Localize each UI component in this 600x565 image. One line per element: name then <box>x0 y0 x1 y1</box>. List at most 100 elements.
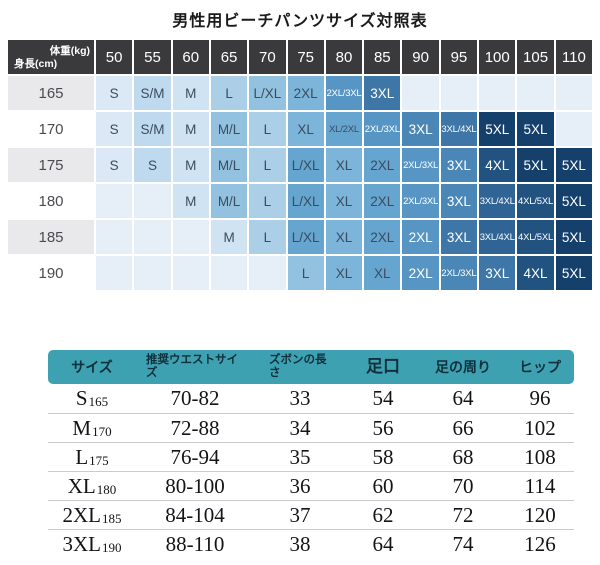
spec-leg-around-value: 68 <box>452 444 474 469</box>
matrix-size-cell: 2XL/3XL <box>402 148 439 182</box>
spec-leg-around-value: 66 <box>452 415 474 440</box>
spec-hip-value: 114 <box>524 473 556 498</box>
matrix-weight-header: 55 <box>134 40 171 74</box>
matrix-empty-cell <box>96 220 133 254</box>
spec-length-value: 34 <box>289 415 311 440</box>
matrix-size-cell: 4XL/5XL <box>517 184 554 218</box>
spec-waist-value: 70-82 <box>170 386 220 410</box>
matrix-size-cell: S/M <box>134 112 171 146</box>
spec-length-value: 36 <box>289 473 311 498</box>
matrix-height-cell: 190 <box>8 256 94 290</box>
matrix-empty-cell <box>96 184 133 218</box>
page-title: 男性用ビーチパンツサイズ対照表 <box>172 13 428 30</box>
size-height-subscript: 170 <box>92 423 112 439</box>
matrix-size-cell: L <box>210 76 248 110</box>
spec-size-cell: L 175 <box>48 445 136 470</box>
spec-table-row: XL 180 80-100 36 60 70 114 <box>48 471 574 500</box>
matrix-size-cell: 5XL <box>555 184 592 218</box>
matrix-size-cell: L <box>287 256 324 290</box>
matrix-size-cell: 5XL <box>555 148 592 182</box>
matrix-size-cell: 3XL <box>402 112 439 146</box>
matrix-empty-cell <box>134 256 171 290</box>
matrix-size-cell: 2XL <box>402 220 439 254</box>
matrix-weight-header: 110 <box>555 40 592 74</box>
spec-length-value: 33 <box>289 386 311 410</box>
spec-leg-opening-value: 56 <box>372 415 394 440</box>
size-label: M <box>72 415 92 440</box>
matrix-size-cell: M <box>172 76 209 110</box>
spec-header-length: ズボンの長さ <box>254 354 346 380</box>
matrix-size-cell: 2XL <box>364 148 401 182</box>
matrix-size-cell: XL <box>325 220 363 254</box>
matrix-size-cell: 5XL <box>479 112 516 146</box>
spec-header-waist-label: 推奨ウエストサイズ <box>146 353 238 379</box>
matrix-weight-header: 105 <box>517 40 554 74</box>
matrix-size-cell: L <box>249 148 286 182</box>
matrix-empty-cell <box>96 256 133 290</box>
size-height-subscript: 185 <box>102 510 122 526</box>
matrix-empty-cell <box>134 184 171 218</box>
matrix-empty-cell <box>479 76 516 110</box>
spec-size-cell: XL 180 <box>48 474 136 499</box>
matrix-size-cell: XL <box>325 148 363 182</box>
matrix-size-cell: 2XL <box>364 220 401 254</box>
height-axis-label: 身長(cm) <box>14 58 58 70</box>
matrix-height-cell: 175 <box>8 148 94 182</box>
spec-hip-value: 108 <box>524 444 556 469</box>
matrix-size-cell: 2XL <box>364 184 401 218</box>
matrix-height-cell: 165 <box>8 76 94 110</box>
matrix-weight-header: 50 <box>96 40 133 74</box>
spec-waist-value: 88-110 <box>165 531 225 556</box>
spec-table-row: 2XL 185 84-104 37 62 72 120 <box>48 500 574 529</box>
spec-size-cell: S 165 <box>48 386 136 411</box>
spec-leg-around-value: 72 <box>452 502 474 527</box>
matrix-empty-cell <box>440 76 478 110</box>
matrix-size-cell: M <box>172 112 209 146</box>
size-height-subscript: 175 <box>89 452 109 468</box>
matrix-size-cell: 2XL/3XL <box>402 184 439 218</box>
matrix-weight-header: 85 <box>364 40 401 74</box>
matrix-size-cell: XL/2XL <box>325 112 363 146</box>
spec-header-hip: ヒップ <box>519 358 561 375</box>
spec-header-length-label: ズボンの長さ <box>269 353 327 379</box>
spec-table-row: S 165 70-82 33 54 64 96 <box>48 384 574 413</box>
matrix-size-cell: 5XL <box>517 148 554 182</box>
matrix-empty-cell <box>172 220 209 254</box>
matrix-size-cell: 4XL <box>517 256 554 290</box>
spec-length-value: 35 <box>289 444 311 469</box>
spec-table-body: S 165 70-82 33 54 64 96 M 170 72-88 34 56 66 102 L 175 7… <box>48 384 574 558</box>
spec-hip-value: 96 <box>529 386 551 410</box>
spec-hip-value: 102 <box>524 415 556 440</box>
matrix-empty-cell <box>249 256 286 290</box>
spec-length-value: 37 <box>289 502 311 527</box>
matrix-size-cell: S <box>96 112 133 146</box>
spec-waist-value: 84-104 <box>165 502 225 527</box>
size-height-subscript: 165 <box>88 394 109 409</box>
matrix-weight-header: 80 <box>325 40 363 74</box>
spec-header-leg-around: 足の周り <box>435 358 491 375</box>
matrix-weight-header: 60 <box>172 40 209 74</box>
matrix-size-cell: L <box>249 184 286 218</box>
matrix-size-cell: 3XL <box>440 184 478 218</box>
matrix-size-cell: L/XL <box>287 184 324 218</box>
matrix-size-cell: 3XL/4XL <box>479 184 516 218</box>
matrix-empty-cell <box>134 220 171 254</box>
spec-hip-value: 126 <box>524 531 556 556</box>
matrix-size-cell: L/XL <box>249 76 286 110</box>
spec-leg-opening-value: 54 <box>372 386 394 410</box>
spec-length-value: 38 <box>289 531 311 556</box>
spec-header-size: サイズ <box>71 358 113 375</box>
size-label: 2XL <box>62 502 102 527</box>
matrix-size-cell: 2XL <box>402 256 439 290</box>
matrix-weight-header: 75 <box>287 40 324 74</box>
matrix-size-cell: L/XL <box>287 148 324 182</box>
spec-waist-value: 72-88 <box>170 415 220 440</box>
matrix-size-cell: 2XL/3XL <box>440 256 478 290</box>
matrix-empty-cell <box>517 76 554 110</box>
matrix-empty-cell <box>172 256 209 290</box>
matrix-height-cell: 170 <box>8 112 94 146</box>
matrix-size-cell: S <box>134 148 171 182</box>
size-label: S <box>75 386 88 410</box>
matrix-size-cell: 5XL <box>555 220 592 254</box>
